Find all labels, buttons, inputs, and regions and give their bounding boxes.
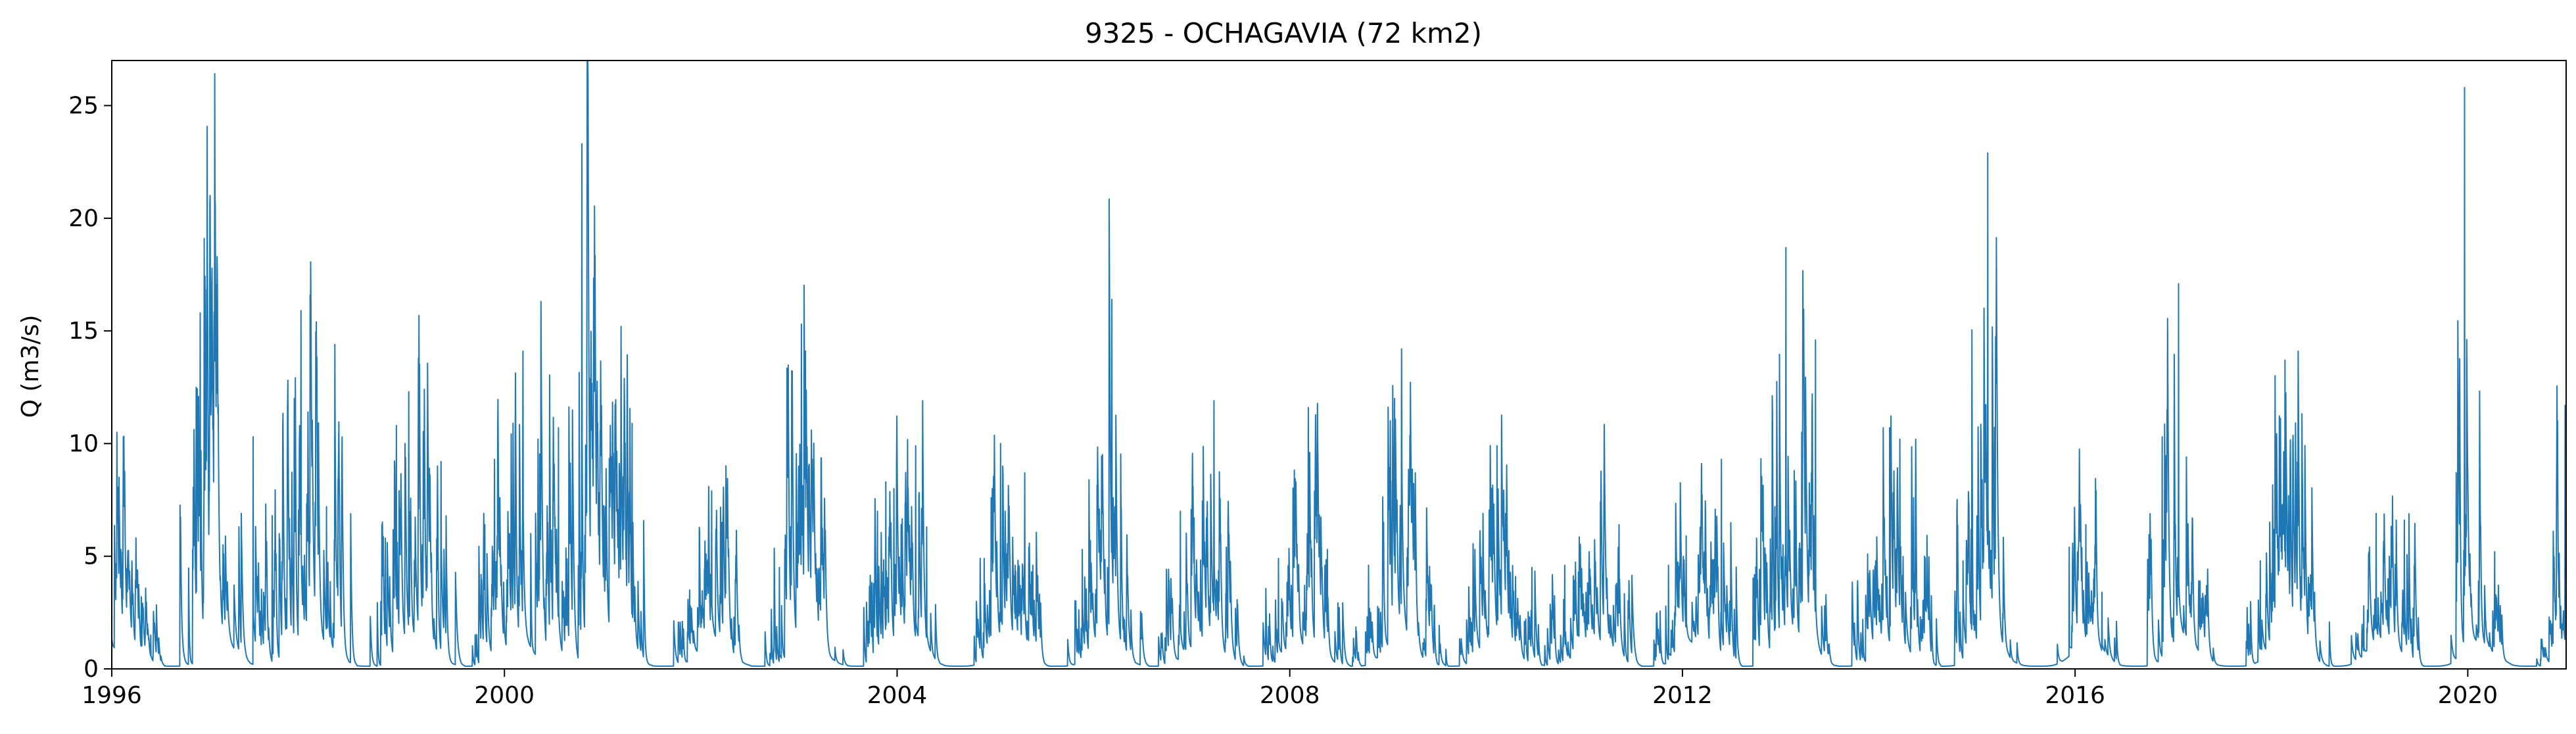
plot-area — [111, 60, 2567, 667]
plot-frame — [111, 60, 2567, 670]
x-tick-label: 1996 — [82, 682, 142, 709]
chart-title: 9325 - OCHAGAVIA (72 km2) — [1085, 17, 1482, 49]
y-tick-label: 20 — [68, 205, 99, 232]
y-tick-label: 15 — [68, 318, 99, 345]
y-tick-label: 10 — [68, 430, 99, 457]
y-axis-label: Q (m3/s) — [17, 315, 44, 418]
y-tick-label: 25 — [68, 93, 99, 120]
x-axis: 1996 2000 2004 2008 2012 2016 2020 — [82, 669, 2498, 709]
x-tick-label: 2020 — [2438, 682, 2498, 709]
x-tick-label: 2004 — [867, 682, 928, 709]
x-tick-label: 2000 — [474, 682, 535, 709]
x-tick-label: 2012 — [1652, 682, 1713, 709]
discharge-series-line — [111, 60, 2567, 667]
x-tick-label: 2008 — [1260, 682, 1320, 709]
y-axis: 0 5 10 15 20 25 — [68, 93, 112, 683]
y-tick-label: 0 — [83, 656, 99, 683]
x-tick-label: 2016 — [2045, 682, 2105, 709]
y-tick-label: 5 — [83, 543, 99, 570]
